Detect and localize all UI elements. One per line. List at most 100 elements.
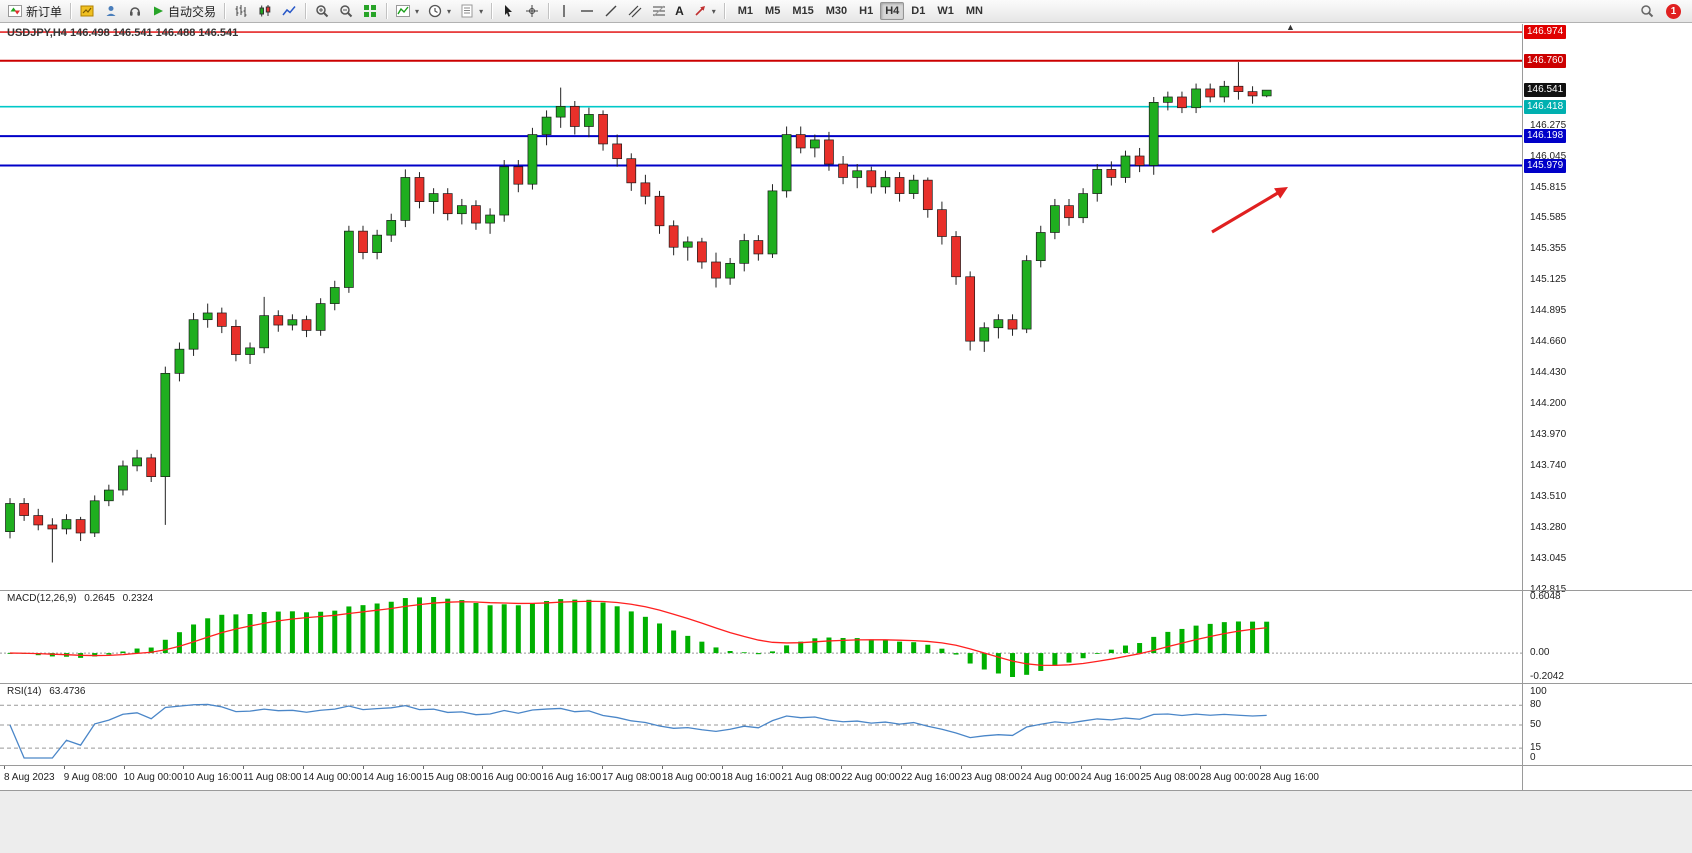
- macd-svg[interactable]: [0, 591, 1522, 683]
- panel-separator[interactable]: [0, 683, 1692, 684]
- time-axis-label: 10 Aug 00:00: [123, 772, 183, 783]
- time-axis[interactable]: 8 Aug 2023 9 Aug 08:00 10 Aug 00:00 10 Aug …: [0, 766, 1692, 790]
- dropdown-caret-icon: ▾: [479, 6, 484, 16]
- trendline-button[interactable]: [599, 1, 623, 21]
- support-button[interactable]: [123, 1, 147, 21]
- timeframe-m15-button[interactable]: M15: [792, 5, 814, 17]
- macd-histogram-bar: [812, 638, 818, 654]
- macd-histogram-bar: [247, 614, 253, 654]
- profiles-button[interactable]: [99, 1, 123, 21]
- candle-body: [118, 465, 128, 491]
- timeframe-m1-button[interactable]: M1: [737, 5, 754, 17]
- time-axis-tick: [243, 766, 245, 769]
- time-axis-tick: [482, 766, 484, 769]
- candle-body: [471, 205, 481, 224]
- macd-histogram-bar: [346, 606, 352, 654]
- macd-histogram-bar: [1052, 653, 1058, 666]
- candle-body: [739, 240, 750, 264]
- macd-histogram-bar: [572, 599, 578, 654]
- chart-shift-marker[interactable]: ▲: [1286, 22, 1295, 32]
- macd-histogram-bar: [148, 647, 154, 654]
- candle-body: [188, 319, 199, 350]
- tile-windows-button[interactable]: [358, 1, 382, 21]
- macd-histogram-bar: [1165, 631, 1171, 654]
- crosshair-button[interactable]: [520, 1, 544, 21]
- cursor-button[interactable]: [496, 1, 520, 21]
- annotation-arrow[interactable]: [1211, 188, 1284, 234]
- macd-histogram-bar: [1221, 622, 1227, 654]
- candle-body: [1120, 155, 1131, 178]
- macd-histogram-bar: [854, 638, 860, 654]
- timeframe-h4-button[interactable]: H4: [880, 2, 905, 20]
- indicators-button[interactable]: ▾: [391, 1, 423, 21]
- macd-histogram-bar: [134, 648, 140, 654]
- timeframe-w1-button[interactable]: W1: [937, 5, 954, 17]
- price-axis-label: 143.045: [1530, 553, 1567, 565]
- bar-chart-button[interactable]: [229, 1, 253, 21]
- zoom-out-button[interactable]: [334, 1, 358, 21]
- timeframe-m5-button[interactable]: M5: [765, 5, 781, 17]
- macd-histogram-bar: [1038, 653, 1044, 671]
- rsi-svg[interactable]: [0, 684, 1522, 765]
- rsi-name: RSI(14): [7, 686, 42, 697]
- equidistant-channel-button[interactable]: [623, 1, 647, 21]
- timeframe-d1-button[interactable]: D1: [911, 5, 926, 17]
- text-tool-button[interactable]: A: [671, 1, 688, 21]
- zoom-in-button[interactable]: [310, 1, 334, 21]
- toolbar-separator: [70, 3, 72, 19]
- candle-body: [372, 234, 382, 253]
- time-axis-tick: [1260, 766, 1261, 769]
- rsi-line: [9, 703, 1267, 759]
- candle-body: [965, 276, 976, 342]
- dropdown-caret-icon: ▾: [711, 6, 716, 16]
- vertical-line-button[interactable]: [553, 1, 575, 21]
- candle-body: [414, 177, 425, 202]
- price-axis[interactable]: 146.275 146.045 145.815 145.585 145.355 145.1…: [1523, 24, 1692, 766]
- line-chart-button[interactable]: [277, 1, 301, 21]
- macd-histogram-bar: [360, 605, 366, 654]
- annotation-arrow-head: [1274, 187, 1288, 199]
- candle-body: [344, 230, 354, 288]
- candle-body: [1205, 88, 1216, 98]
- fibonacci-button[interactable]: [647, 1, 671, 21]
- macd-name: MACD(12,26,9): [7, 593, 77, 604]
- search-button[interactable]: [1635, 1, 1659, 21]
- price-axis-label: 144.895: [1530, 304, 1567, 316]
- price-axis-label: 144.660: [1530, 336, 1567, 348]
- time-axis-tick: [4, 766, 5, 769]
- horizontal-line-button[interactable]: [575, 1, 599, 21]
- timeframe-m30-button[interactable]: M30: [825, 5, 848, 17]
- macd-histogram-bar: [388, 601, 394, 654]
- new-chart-button[interactable]: [75, 1, 99, 21]
- candle-body: [697, 241, 707, 263]
- macd-histogram-bar: [981, 653, 987, 670]
- main-chart-svg[interactable]: [0, 24, 1522, 590]
- periods-button[interactable]: ▾: [423, 1, 455, 21]
- candlestick-chart-button[interactable]: [253, 1, 277, 21]
- timeframe-mn-button[interactable]: MN: [965, 5, 983, 17]
- price-line-label: 146.198: [1524, 129, 1567, 144]
- candle-body: [245, 347, 255, 355]
- candle-body: [1148, 101, 1159, 166]
- timeframe-h1-button[interactable]: H1: [859, 5, 874, 17]
- notification-badge[interactable]: 1: [1666, 3, 1681, 19]
- candle-body: [1191, 88, 1201, 109]
- macd-histogram-bar: [261, 612, 267, 654]
- auto-trading-button[interactable]: 自动交易: [147, 1, 220, 21]
- new-order-button[interactable]: 新订单: [3, 1, 66, 21]
- candle-body: [1177, 96, 1187, 109]
- panel-separator[interactable]: [0, 590, 1692, 591]
- macd-histogram-bar: [289, 611, 295, 654]
- candle-body: [1247, 91, 1258, 97]
- macd-histogram-bar: [840, 637, 846, 654]
- candle-body: [33, 515, 44, 526]
- macd-histogram-bar: [628, 611, 634, 654]
- price-axis-label: -0.2042: [1530, 671, 1564, 682]
- candle-body: [5, 503, 15, 532]
- price-axis-label: 80: [1530, 699, 1542, 711]
- arrows-tool-button[interactable]: ▾: [688, 1, 720, 21]
- macd-signal-line: [9, 600, 1267, 667]
- candle-body: [1261, 89, 1272, 97]
- price-axis-label: 145.815: [1530, 181, 1567, 193]
- templates-button[interactable]: ▾: [455, 1, 487, 21]
